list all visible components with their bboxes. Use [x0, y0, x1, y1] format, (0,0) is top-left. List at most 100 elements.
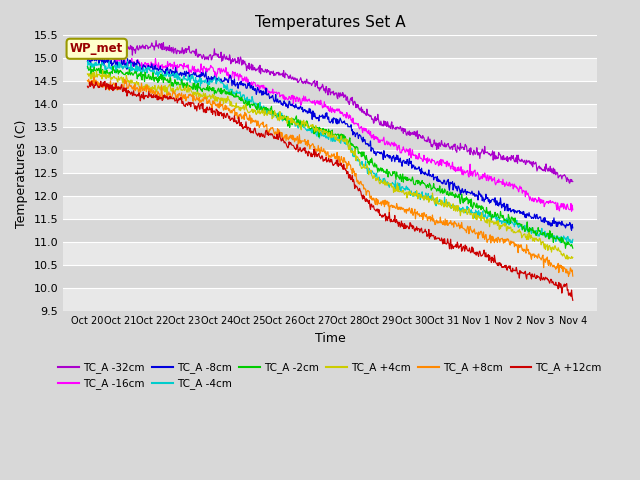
TC_A +4cm [99, 68, 106, 73]
TC_A -32cm [452, 148, 460, 154]
TC_A -4cm [567, 240, 575, 246]
Bar [63, 196, 597, 219]
TC_A -16cm [568, 208, 575, 214]
TC_A -2cm [502, 217, 510, 223]
TC_A -4cm [502, 222, 510, 228]
TC_A +8cm [84, 78, 92, 84]
TC_A -32cm [566, 180, 573, 186]
TC_A -16cm [379, 138, 387, 144]
TC_A -32cm [394, 124, 401, 130]
TC_A +12cm [502, 263, 510, 268]
TC_A -4cm [569, 237, 577, 242]
TC_A -8cm [114, 65, 122, 71]
TC_A +12cm [84, 84, 92, 89]
TC_A +8cm [366, 195, 374, 201]
TC_A -32cm [502, 156, 510, 161]
TC_A +4cm [379, 180, 387, 186]
TC_A +4cm [394, 180, 401, 186]
TC_A -16cm [569, 207, 577, 213]
TC_A -8cm [366, 142, 374, 148]
TC_A +12cm [366, 204, 374, 209]
Line: TC_A -16cm: TC_A -16cm [88, 51, 573, 211]
TC_A -8cm [379, 152, 387, 157]
TC_A +4cm [564, 256, 572, 262]
Bar [63, 127, 597, 150]
Bar [63, 288, 597, 312]
TC_A -32cm [569, 179, 577, 184]
TC_A +8cm [379, 198, 387, 204]
TC_A -32cm [366, 114, 374, 120]
Line: TC_A -32cm: TC_A -32cm [88, 40, 573, 183]
TC_A -4cm [452, 206, 460, 212]
Line: TC_A +4cm: TC_A +4cm [88, 71, 573, 259]
TC_A +8cm [564, 274, 572, 279]
TC_A +4cm [114, 79, 122, 85]
Title: Temperatures Set A: Temperatures Set A [255, 15, 405, 30]
TC_A +12cm [379, 212, 387, 218]
TC_A -32cm [152, 37, 160, 43]
TC_A -8cm [90, 52, 98, 58]
TC_A +12cm [569, 298, 577, 303]
TC_A -2cm [366, 158, 374, 164]
TC_A -16cm [502, 181, 510, 187]
TC_A +4cm [452, 203, 460, 208]
Bar [63, 173, 597, 196]
Bar [63, 104, 597, 127]
TC_A -32cm [84, 42, 92, 48]
TC_A -4cm [84, 65, 92, 71]
TC_A -8cm [502, 204, 510, 210]
Line: TC_A +8cm: TC_A +8cm [88, 77, 573, 276]
Bar [63, 36, 597, 59]
TC_A -2cm [97, 62, 104, 68]
TC_A -2cm [452, 193, 460, 199]
Legend: TC_A -32cm, TC_A -16cm, TC_A -8cm, TC_A -4cm, TC_A -2cm, TC_A +4cm, TC_A +8cm, T: TC_A -32cm, TC_A -16cm, TC_A -8cm, TC_A … [54, 358, 606, 394]
TC_A -4cm [379, 179, 387, 185]
TC_A -32cm [113, 48, 121, 54]
Line: TC_A -4cm: TC_A -4cm [88, 61, 573, 243]
TC_A -2cm [84, 64, 92, 70]
TC_A -8cm [452, 184, 460, 190]
TC_A -2cm [569, 245, 577, 251]
TC_A +4cm [366, 169, 374, 175]
TC_A -8cm [568, 228, 575, 233]
TC_A -2cm [379, 168, 387, 174]
TC_A +12cm [88, 78, 95, 84]
Y-axis label: Temperatures (C): Temperatures (C) [15, 119, 28, 228]
Line: TC_A -8cm: TC_A -8cm [88, 55, 573, 230]
TC_A +8cm [90, 74, 98, 80]
TC_A -4cm [394, 181, 401, 187]
Line: TC_A -2cm: TC_A -2cm [88, 65, 573, 248]
TC_A -16cm [114, 56, 122, 62]
TC_A -32cm [379, 122, 387, 128]
TC_A -2cm [394, 173, 401, 179]
TC_A +4cm [84, 71, 92, 77]
TC_A +8cm [114, 84, 122, 89]
TC_A -4cm [114, 65, 122, 71]
TC_A +8cm [452, 221, 460, 227]
X-axis label: Time: Time [315, 332, 346, 345]
TC_A +4cm [569, 254, 577, 260]
TC_A +12cm [452, 241, 460, 247]
TC_A -4cm [366, 168, 374, 173]
Bar [63, 219, 597, 242]
TC_A +8cm [569, 273, 577, 279]
TC_A +12cm [114, 86, 122, 92]
TC_A -16cm [366, 132, 374, 138]
TC_A -8cm [84, 59, 92, 64]
Bar [63, 265, 597, 288]
TC_A +12cm [394, 220, 401, 226]
TC_A +4cm [502, 222, 510, 228]
TC_A -4cm [84, 58, 92, 64]
TC_A +8cm [394, 203, 401, 209]
TC_A -16cm [452, 168, 460, 173]
TC_A -16cm [85, 48, 93, 54]
Text: WP_met: WP_met [70, 42, 124, 55]
TC_A -8cm [569, 225, 577, 231]
Bar [63, 150, 597, 173]
TC_A +8cm [502, 236, 510, 242]
TC_A -16cm [394, 147, 401, 153]
TC_A -8cm [394, 156, 401, 162]
TC_A -2cm [562, 245, 570, 251]
TC_A -2cm [114, 67, 122, 73]
Bar [63, 242, 597, 265]
